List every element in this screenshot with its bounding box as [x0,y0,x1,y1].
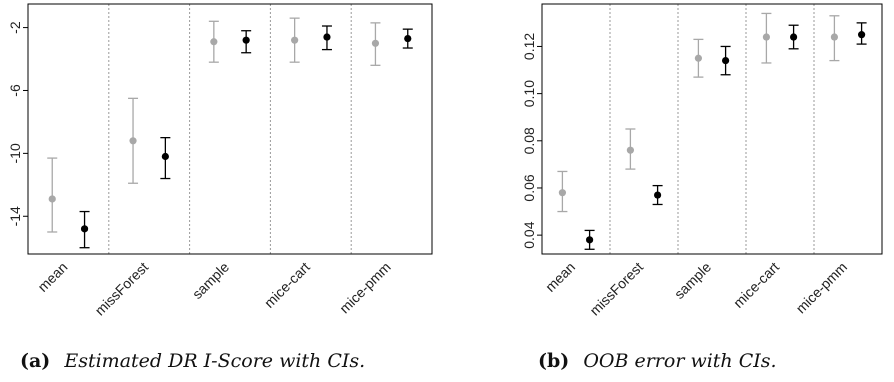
data-point [371,39,380,47]
caption-a-text: Estimated DR I-Score with CIs. [63,350,365,372]
plot-frame [27,3,433,255]
x-tick-label: mice-pmm [336,259,394,317]
y-tick-label: -10 [7,143,23,163]
x-tick-label: mean [542,259,578,295]
panel-a: -2 -6 -10 -14 mean missForest sample mice-cart m… [7,3,433,319]
caption-b: (b) OOB error with CIs. [538,350,777,372]
x-tick-label: missForest [586,259,646,319]
data-point [654,191,662,199]
data-point [790,33,798,41]
data-point [161,152,169,161]
data-point [48,195,56,203]
x-tick-label: missForest [92,259,152,319]
y-tick-label: 0.10 [521,80,537,107]
x-tick-label: mice-pmm [793,259,851,317]
data-point [323,33,331,41]
panel-b: 0.04 0.06 0.08 0.10 0.12 mean missForest sample… [521,3,883,319]
y-tick-label: 0.04 [521,221,537,248]
x-tick-label: sample [189,259,232,302]
y-tick-label: -6 [7,84,23,97]
data-point [858,31,866,39]
caption-a: (a) Estimated DR I-Score with CIs. [20,350,365,372]
x-tick-label: mice-cart [730,259,782,311]
data-point [291,36,299,44]
data-point [558,189,567,197]
y-tick-label: 0.06 [521,174,537,201]
y-tick-label: -14 [7,206,23,226]
data-point [762,33,771,41]
caption-a-label: (a) [20,350,50,372]
data-point [242,36,250,44]
plot-frame [541,3,883,255]
y-tick-label: -2 [7,21,23,34]
data-point [626,146,635,154]
y-tick-label: 0.12 [521,33,537,60]
data-point [210,38,218,46]
y-tick-label: 0.08 [521,127,537,154]
data-point [830,33,839,41]
data-point [722,57,730,65]
data-point [694,54,703,62]
data-point [129,137,137,145]
x-tick-label: sample [671,259,714,302]
data-point [586,236,594,244]
caption-b-label: (b) [538,350,569,372]
data-point [80,225,89,233]
data-point [404,34,412,43]
caption-b-text: OOB error with CIs. [583,350,776,372]
x-tick-label: mice-cart [261,259,313,311]
x-tick-label: mean [34,259,70,295]
